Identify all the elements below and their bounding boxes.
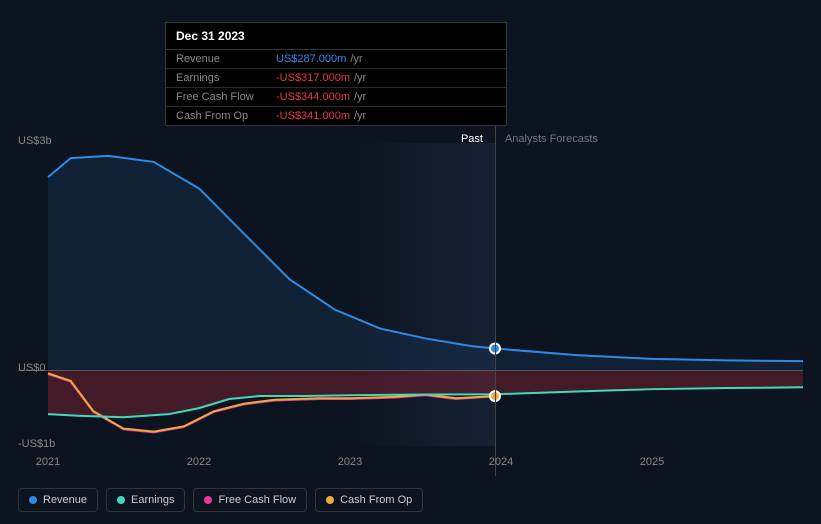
y-axis-label: -US$1b xyxy=(18,438,55,450)
tooltip-row-unit: /yr xyxy=(350,53,362,65)
legend-label: Revenue xyxy=(43,494,87,506)
chart-area: US$3b US$0 -US$1b 2021 2022 2023 2024 2025 Past A… xyxy=(18,125,803,476)
tooltip-row-label: Revenue xyxy=(176,53,276,65)
legend-item[interactable]: Free Cash Flow xyxy=(193,488,307,512)
tooltip-rows: RevenueUS$287.000m/yrEarnings-US$317.000… xyxy=(166,50,506,125)
legend-dot xyxy=(117,496,125,504)
legend: Revenue Earnings Free Cash Flow Cash From O… xyxy=(18,488,423,512)
legend-dot xyxy=(326,496,334,504)
past-forecast-divider xyxy=(495,125,496,476)
tooltip-row: Cash From Op-US$341.000m/yr xyxy=(166,107,506,125)
tooltip-row-label: Earnings xyxy=(176,72,276,84)
x-axis-label: 2024 xyxy=(489,456,513,468)
x-axis-label: 2023 xyxy=(338,456,362,468)
tooltip-row-unit: /yr xyxy=(354,110,366,122)
chart-svg xyxy=(48,143,803,446)
zero-axis xyxy=(18,370,803,371)
tooltip-row-unit: /yr xyxy=(354,72,366,84)
legend-label: Free Cash Flow xyxy=(218,494,296,506)
plot-area[interactable] xyxy=(48,143,803,446)
tooltip-row: Earnings-US$317.000m/yr xyxy=(166,69,506,88)
y-axis-label: US$3b xyxy=(18,135,52,147)
legend-item[interactable]: Earnings xyxy=(106,488,185,512)
x-axis-label: 2022 xyxy=(187,456,211,468)
tooltip-row-value: -US$317.000m xyxy=(276,72,350,84)
x-axis-label: 2025 xyxy=(640,456,664,468)
tooltip-row-value: US$287.000m xyxy=(276,53,346,65)
x-axis-label: 2021 xyxy=(36,456,60,468)
tooltip-row-value: -US$341.000m xyxy=(276,110,350,122)
legend-item[interactable]: Revenue xyxy=(18,488,98,512)
legend-dot xyxy=(29,496,37,504)
tooltip-row: RevenueUS$287.000m/yr xyxy=(166,50,506,69)
forecast-label: Analysts Forecasts xyxy=(505,133,598,145)
tooltip-row-value: -US$344.000m xyxy=(276,91,350,103)
legend-label: Earnings xyxy=(131,494,174,506)
tooltip-row-label: Free Cash Flow xyxy=(176,91,276,103)
legend-dot xyxy=(204,496,212,504)
tooltip-date: Dec 31 2023 xyxy=(166,23,506,50)
tooltip-row: Free Cash Flow-US$344.000m/yr xyxy=(166,88,506,107)
chart-tooltip: Dec 31 2023 RevenueUS$287.000m/yrEarning… xyxy=(165,22,507,126)
tooltip-row-label: Cash From Op xyxy=(176,110,276,122)
past-label: Past xyxy=(461,133,483,145)
tooltip-row-unit: /yr xyxy=(354,91,366,103)
legend-label: Cash From Op xyxy=(340,494,412,506)
y-axis-label: US$0 xyxy=(18,362,46,374)
legend-item[interactable]: Cash From Op xyxy=(315,488,423,512)
